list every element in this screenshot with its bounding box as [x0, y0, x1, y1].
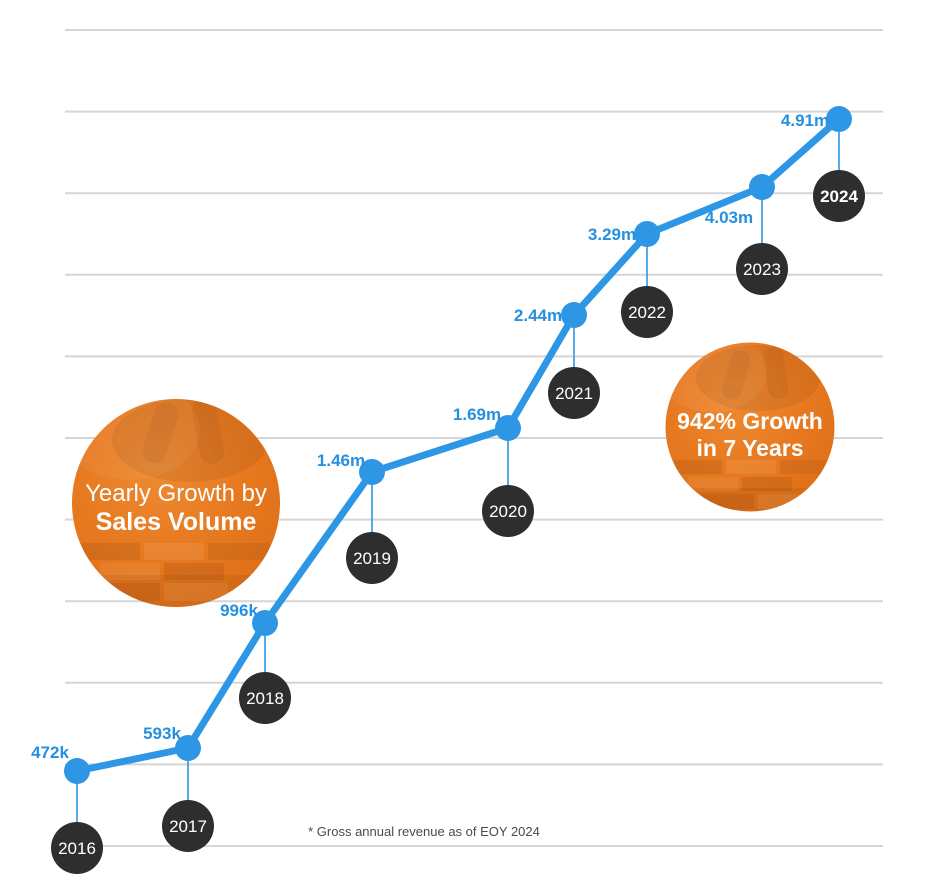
- year-label-2020: 2020: [489, 502, 527, 521]
- year-badge-2023: [736, 243, 788, 295]
- year-label-2021: 2021: [555, 384, 593, 403]
- growth-badge-line2: in 7 Years: [697, 435, 804, 461]
- year-label-2017: 2017: [169, 817, 207, 836]
- value-label-2022: 3.29m: [588, 225, 636, 244]
- year-badge-2024: [813, 170, 865, 222]
- year-badges: 2016 2017 2018 2019 2020 2021 2022 2023 2024: [51, 170, 865, 874]
- data-point-2019: [359, 459, 385, 485]
- year-badge-2020: [482, 485, 534, 537]
- data-point-2024: [826, 106, 852, 132]
- year-badge-2022: [621, 286, 673, 338]
- title-badge-line2: Sales Volume: [96, 508, 257, 536]
- data-point-2023: [749, 174, 775, 200]
- value-label-2021: 2.44m: [514, 306, 562, 325]
- year-label-2023: 2023: [743, 260, 781, 279]
- value-label-2024: 4.91m: [781, 111, 829, 130]
- title-badge-circle: [72, 399, 280, 607]
- year-badge-2017: [162, 800, 214, 852]
- data-point-2017: [175, 735, 201, 761]
- data-point-2016: [64, 758, 90, 784]
- year-badge-2019: [346, 532, 398, 584]
- year-label-2024: 2024: [820, 187, 858, 206]
- value-labels: 472k 593k 996k 1.46m 1.69m 2.44m 3.29m 4.03m 4.9…: [31, 111, 829, 762]
- data-point-2020: [495, 415, 521, 441]
- data-points: [64, 106, 852, 784]
- growth-badge: 942% Growth in 7 Years: [665, 342, 835, 512]
- year-label-2019: 2019: [353, 549, 391, 568]
- year-label-2022: 2022: [628, 303, 666, 322]
- value-label-2020: 1.69m: [453, 405, 501, 424]
- year-label-2016: 2016: [58, 839, 96, 858]
- year-badge-2016: [51, 822, 103, 874]
- year-badge-2021: [548, 367, 600, 419]
- title-badge: Yearly Growth by Sales Volume: [72, 399, 280, 607]
- wood-blocks-photo-decoration: [72, 399, 280, 607]
- value-label-2019: 1.46m: [317, 451, 365, 470]
- value-label-2017: 593k: [143, 724, 181, 743]
- growth-badge-line1: 942% Growth: [677, 408, 823, 434]
- year-label-2018: 2018: [246, 689, 284, 708]
- year-badge-2018: [239, 672, 291, 724]
- footnote: * Gross annual revenue as of EOY 2024: [308, 824, 540, 839]
- data-point-2022: [634, 221, 660, 247]
- data-point-2018: [252, 610, 278, 636]
- title-badge-line1: Yearly Growth by: [85, 480, 267, 507]
- value-label-2018: 996k: [220, 601, 258, 620]
- growth-badge-circle: [665, 342, 835, 512]
- value-label-2023: 4.03m: [705, 208, 753, 227]
- data-point-2021: [561, 302, 587, 328]
- value-label-2016: 472k: [31, 743, 69, 762]
